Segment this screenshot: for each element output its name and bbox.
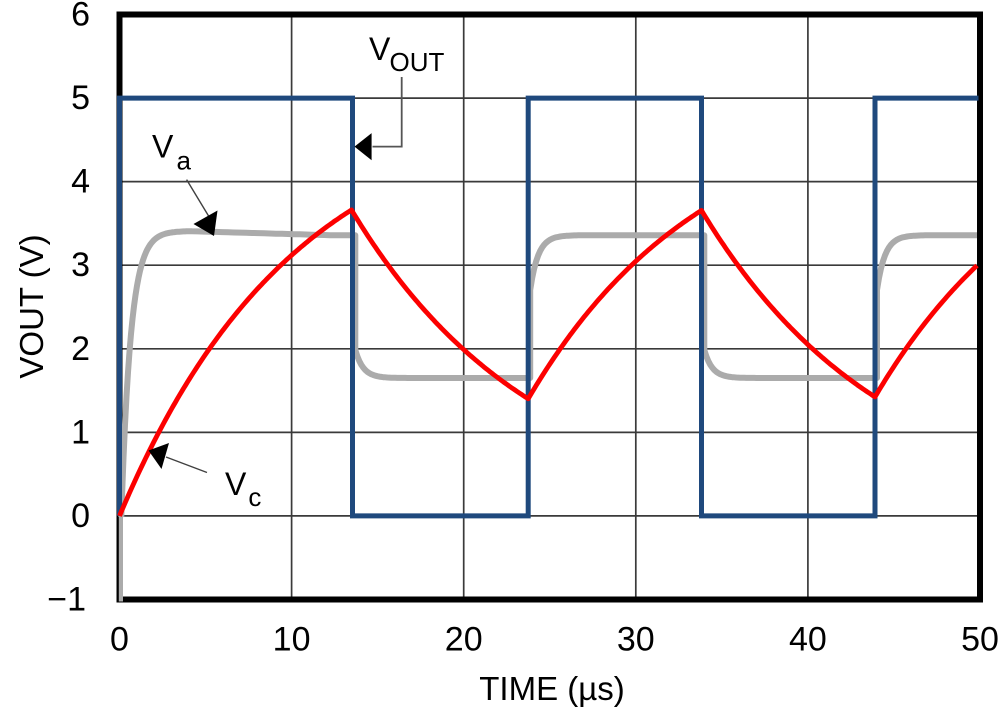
svg-text:a: a [177, 146, 192, 176]
svg-text:3: 3 [71, 246, 90, 284]
svg-text:4: 4 [71, 163, 90, 201]
svg-text:TIME (µs): TIME (µs) [479, 670, 625, 707]
svg-text:−1: −1 [47, 581, 86, 619]
svg-text:V: V [225, 466, 247, 502]
svg-text:OUT: OUT [390, 47, 445, 77]
svg-text:5: 5 [71, 79, 90, 117]
svg-text:0: 0 [110, 621, 129, 659]
svg-text:6: 6 [71, 0, 90, 34]
svg-text:40: 40 [789, 621, 827, 659]
svg-text:c: c [248, 482, 261, 512]
svg-text:30: 30 [617, 621, 655, 659]
svg-text:V: V [369, 31, 391, 67]
svg-text:20: 20 [445, 621, 483, 659]
svg-text:50: 50 [961, 621, 999, 659]
svg-text:2: 2 [71, 330, 90, 368]
svg-text:V: V [152, 129, 174, 165]
svg-text:1: 1 [71, 413, 90, 451]
svg-text:0: 0 [71, 497, 90, 535]
svg-text:10: 10 [273, 621, 311, 659]
svg-text:VOUT (V): VOUT (V) [13, 234, 50, 378]
